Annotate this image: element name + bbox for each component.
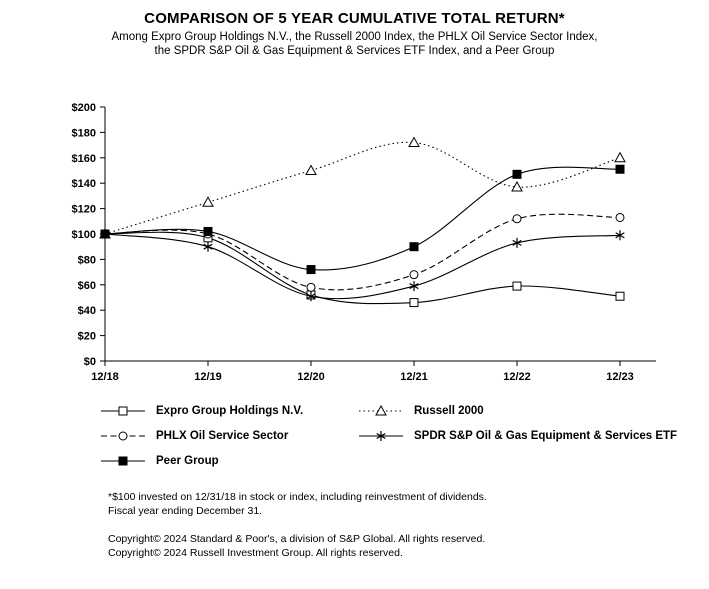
legend-item-0: Expro Group Holdings N.V.	[100, 404, 358, 418]
svg-text:$180: $180	[72, 127, 96, 139]
chart-subtitle: Among Expro Group Holdings N.V., the Rus…	[0, 30, 709, 59]
chart-subtitle-line1: Among Expro Group Holdings N.V., the Rus…	[111, 31, 598, 43]
svg-text:$60: $60	[78, 280, 96, 292]
svg-text:$100: $100	[72, 229, 96, 241]
svg-text:$20: $20	[78, 330, 96, 342]
chart-subtitle-line2: the SPDR S&P Oil & Gas Equipment & Servi…	[154, 45, 555, 58]
footnote-copyright-sp: Copyright© 2024 Standard & Poor's, a div…	[108, 532, 486, 545]
footnotes: *$100 invested on 12/31/18 in stock or i…	[108, 490, 709, 561]
footnote-spacer	[108, 519, 709, 532]
legend-label: Russell 2000	[414, 404, 484, 417]
chart-legend: Expro Group Holdings N.V. Russell 2000 PHL…	[0, 404, 709, 468]
svg-text:12/22: 12/22	[503, 371, 531, 383]
legend-label: Peer Group	[156, 454, 219, 467]
asterisk-legend-icon	[359, 430, 403, 441]
footnote-fiscal-year: Fiscal year ending December 31.	[108, 505, 263, 518]
svg-text:$140: $140	[72, 178, 96, 190]
filled-square-legend-icon	[101, 456, 145, 466]
series-lines	[99, 136, 626, 307]
svg-text:12/20: 12/20	[297, 371, 325, 383]
svg-text:12/19: 12/19	[194, 371, 222, 383]
svg-text:$160: $160	[72, 153, 96, 165]
line-chart: $0 $20 $40 $60 $80 $100 $120 $140 $160 $180 $200 12…	[72, 102, 656, 383]
legend-label: Expro Group Holdings N.V.	[156, 404, 304, 417]
svg-text:12/21: 12/21	[400, 371, 428, 383]
open-triangle-legend-icon	[359, 404, 403, 416]
legend-label: PHLX Oil Service Sector	[156, 429, 289, 442]
y-axis-ticks: $0 $20 $40 $60 $80 $100 $120 $140 $160 $180 $200	[72, 102, 105, 368]
svg-text:$200: $200	[72, 102, 96, 114]
svg-text:$80: $80	[78, 254, 96, 266]
chart-header: COMPARISON OF 5 YEAR CUMULATIVE TOTAL RE…	[0, 0, 709, 59]
svg-text:$120: $120	[72, 203, 96, 215]
svg-text:$40: $40	[78, 305, 96, 317]
open-circle-legend-icon	[101, 431, 145, 441]
legend-item-4: Peer Group	[100, 454, 358, 468]
svg-text:12/18: 12/18	[91, 371, 119, 383]
x-axis-ticks: 12/18 12/19 12/20 12/21 12/22 12/23	[91, 360, 634, 383]
open-square-legend-icon	[101, 406, 145, 416]
svg-text:12/23: 12/23	[606, 371, 634, 383]
svg-text:$0: $0	[84, 356, 96, 368]
footnote-invested: *$100 invested on 12/31/18 in stock or i…	[108, 490, 487, 503]
legend-item-3: SPDR S&P Oil & Gas Equipment & Services …	[358, 429, 709, 443]
legend-label: SPDR S&P Oil & Gas Equipment & Services …	[414, 429, 678, 442]
legend-item-2: PHLX Oil Service Sector	[100, 429, 358, 443]
legend-item-1: Russell 2000	[358, 404, 709, 418]
chart-title: COMPARISON OF 5 YEAR CUMULATIVE TOTAL RE…	[144, 10, 565, 27]
footnote-copyright-russell: Copyright© 2024 Russell Investment Group…	[108, 547, 403, 560]
